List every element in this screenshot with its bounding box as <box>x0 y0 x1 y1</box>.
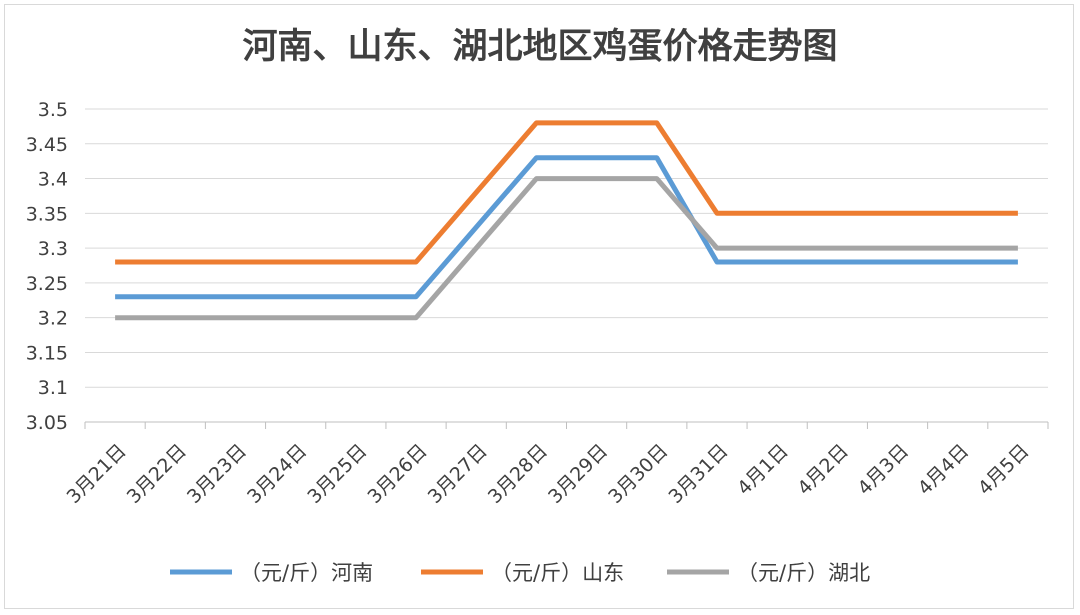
y-tick-label: 3.4 <box>38 169 68 191</box>
x-tick-label: 3月24日 <box>243 440 311 508</box>
legend-label: （元/斤）湖北 <box>737 561 870 585</box>
legend-label: （元/斤）河南 <box>240 561 373 585</box>
legend: （元/斤）河南 （元/斤）山东 （元/斤）湖北 <box>170 561 870 585</box>
chart-title: 河南、山东、湖北地区鸡蛋价格走势图 <box>242 27 837 67</box>
y-tick-label: 3.1 <box>38 377 68 399</box>
x-tick-label: 3月28日 <box>484 440 552 508</box>
x-tick-label: 4月2日 <box>793 440 853 500</box>
chart-frame <box>4 4 1074 609</box>
series-line-3 <box>115 176 1018 321</box>
x-tick-label: 3月27日 <box>424 440 492 508</box>
x-tick-label: 3月25日 <box>303 440 371 508</box>
y-tick-label: 3.2 <box>38 308 68 330</box>
x-tick-label: 3月23日 <box>183 440 251 508</box>
y-tick-label: 3.35 <box>26 203 68 225</box>
y-axis-ticks: 3.05 3.1 3.15 3.2 3.25 3.3 3.35 3.4 3.45 3.5 <box>26 99 68 434</box>
x-tick-label: 4月4日 <box>914 440 974 500</box>
y-tick-label: 3.15 <box>26 342 68 364</box>
y-tick-label: 3.05 <box>26 412 68 434</box>
x-axis: 3月21日3月22日3月23日3月24日3月25日3月26日3月27日3月28日… <box>63 422 1049 508</box>
y-tick-label: 3.3 <box>38 238 68 260</box>
x-tick-label: 3月22日 <box>123 440 191 508</box>
series-lines <box>115 120 1018 321</box>
y-tick-label: 3.45 <box>26 134 68 156</box>
x-tick-label: 3月30日 <box>604 440 672 508</box>
x-tick-label: 4月3日 <box>854 440 914 500</box>
x-tick-label: 3月31日 <box>664 440 732 508</box>
x-tick-label: 3月26日 <box>363 440 431 508</box>
series-line-2 <box>115 120 1018 265</box>
x-tick-label: 3月29日 <box>544 440 612 508</box>
y-tick-label: 3.5 <box>38 99 68 121</box>
x-tick-label: 3月21日 <box>63 440 131 508</box>
legend-label: （元/斤）山东 <box>491 561 624 585</box>
series-line-1 <box>115 155 1018 300</box>
x-tick-label: 4月5日 <box>974 440 1034 500</box>
x-tick-label: 4月1日 <box>733 440 793 500</box>
y-tick-label: 3.25 <box>26 273 68 295</box>
